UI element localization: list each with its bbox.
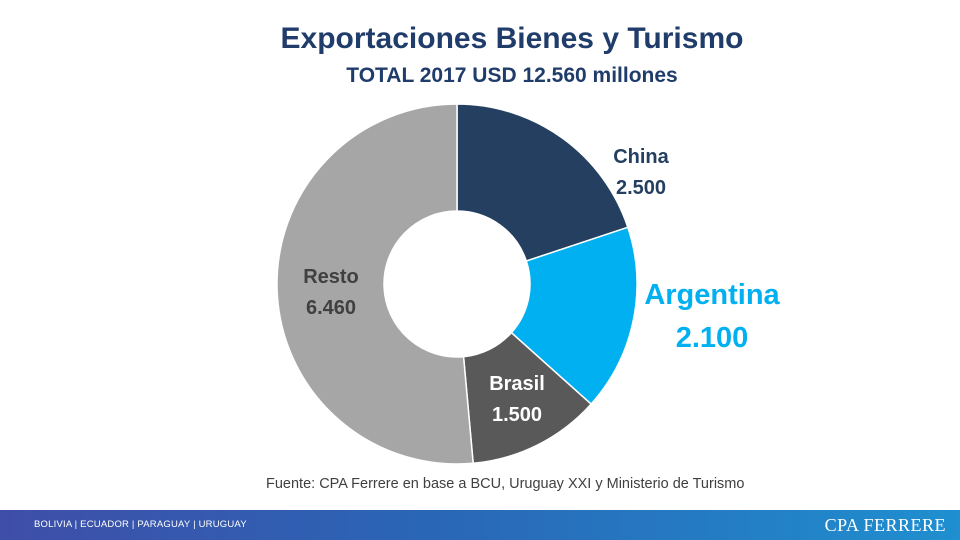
- slice-label-china: China: [613, 146, 669, 168]
- chart-subtitle: TOTAL 2017 USD 12.560 millones: [346, 64, 678, 87]
- source-note: Fuente: CPA Ferrere en base a BCU, Urugu…: [266, 476, 745, 492]
- slice-label-argentina: Argentina: [644, 279, 780, 311]
- donut-slice-brasil: [462, 331, 593, 465]
- slice-label-brasil: Brasil: [489, 373, 545, 395]
- slice-value-china: 2.500: [616, 177, 666, 199]
- donut-slice-china: [456, 103, 629, 262]
- slice-label-resto: Resto: [303, 266, 359, 288]
- slice-value-resto: 6.460: [306, 297, 356, 319]
- chart-title: Exportaciones Bienes y Turismo: [280, 22, 744, 55]
- donut-chart: China 2.500 Argentina 2.100 Brasil 1.500 Resto…: [276, 103, 781, 465]
- slice-value-argentina: 2.100: [676, 322, 749, 354]
- footer-brand-logo: CPA FERRERE: [824, 515, 946, 535]
- footer-bar: BOLIVIA | ECUADOR | PARAGUAY | URUGUAY C…: [0, 510, 960, 540]
- footer-countries: BOLIVIA | ECUADOR | PARAGUAY | URUGUAY: [34, 519, 247, 530]
- slice-value-brasil: 1.500: [492, 404, 542, 426]
- donut-slice-resto: [276, 103, 475, 465]
